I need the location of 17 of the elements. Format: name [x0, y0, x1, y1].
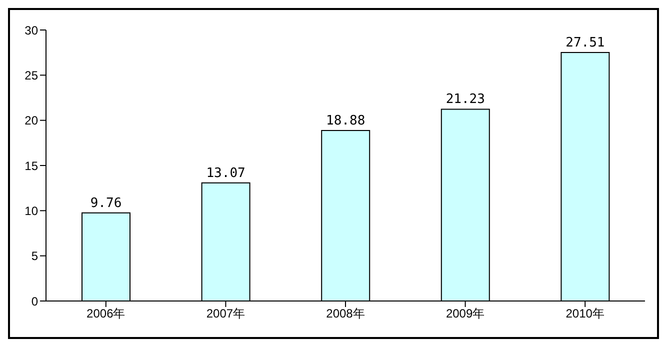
y-tick-label: 15 [24, 158, 38, 173]
x-tick-label: 2008年 [326, 306, 365, 321]
y-tick-label: 10 [24, 204, 38, 218]
y-tick-label: 5 [31, 249, 38, 264]
y-tick-label: 0 [31, 294, 38, 308]
y-tick-label: 25 [24, 68, 38, 82]
data-label: 18.88 [326, 113, 366, 128]
x-tick-label: 2009年 [446, 306, 485, 321]
y-tick-label: 30 [24, 23, 38, 38]
y-tick-label: 20 [24, 114, 38, 128]
data-label: 27.51 [566, 35, 605, 50]
x-tick-label: 2007年 [206, 306, 246, 321]
x-tick-label: 2006年 [86, 306, 126, 321]
data-label: 9.76 [90, 196, 122, 211]
x-tick-label: 2010年 [566, 306, 604, 321]
data-label: 21.23 [446, 92, 485, 108]
data-label: 13.07 [206, 166, 246, 181]
